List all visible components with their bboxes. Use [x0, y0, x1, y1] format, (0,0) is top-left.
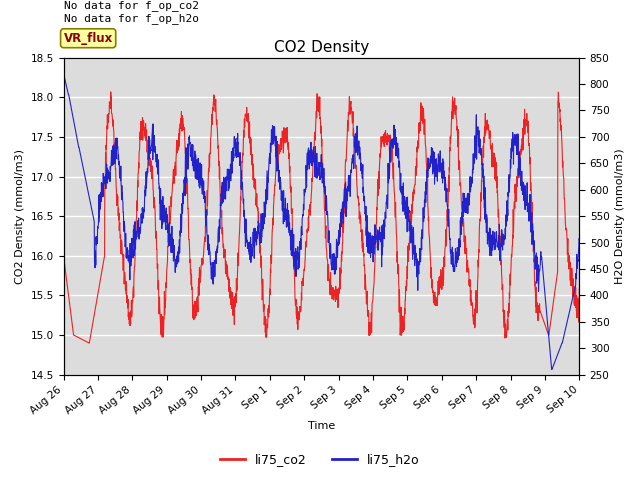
Legend: li75_co2, li75_h2o: li75_co2, li75_h2o [215, 448, 425, 471]
li75_co2 [311, 129, 319, 135]
Title: CO2 Density: CO2 Density [274, 40, 369, 55]
li75_h2o [60, 71, 67, 76]
Line: li75_h2o: li75_h2o [63, 73, 579, 370]
Y-axis label: CO2 Density (mmol/m3): CO2 Density (mmol/m3) [15, 149, 25, 284]
Text: VR_flux: VR_flux [63, 32, 113, 45]
Text: No data for f_op_co2
No data for f_op_h2o: No data for f_op_co2 No data for f_op_h2… [63, 0, 198, 24]
li75_co2 [467, 278, 474, 284]
li75_h2o [561, 331, 568, 337]
li75_co2 [107, 89, 115, 95]
Y-axis label: H2O Density (mmol/m3): H2O Density (mmol/m3) [615, 148, 625, 284]
li75_h2o [297, 236, 305, 242]
li75_co2 [60, 253, 67, 259]
li75_h2o [466, 194, 474, 200]
X-axis label: Time: Time [308, 421, 335, 432]
Line: li75_co2: li75_co2 [63, 92, 579, 343]
li75_h2o [86, 197, 93, 203]
li75_co2 [561, 205, 569, 211]
li75_co2 [298, 304, 305, 310]
li75_co2 [86, 336, 94, 341]
li75_h2o [575, 236, 583, 242]
li75_h2o [548, 367, 556, 372]
li75_h2o [561, 330, 568, 336]
li75_co2 [575, 286, 583, 292]
li75_co2 [561, 195, 568, 201]
li75_h2o [310, 153, 318, 159]
li75_co2 [85, 340, 93, 346]
